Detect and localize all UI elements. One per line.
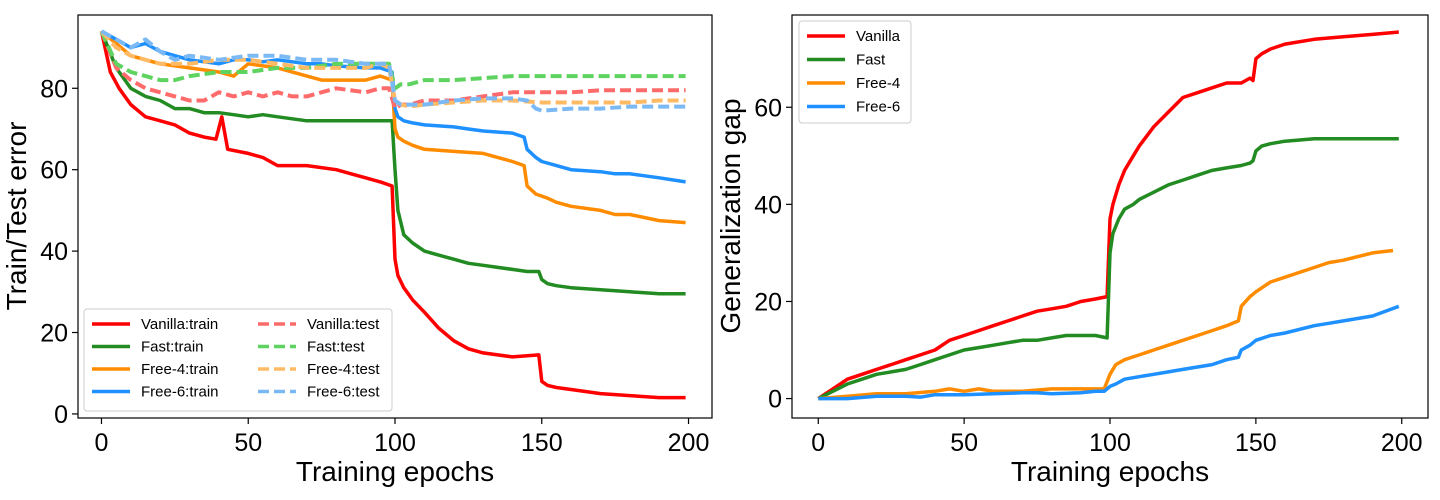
left-x-tick-label: 50	[234, 429, 262, 457]
left-y-tick-label: 40	[40, 238, 68, 266]
series-line-fast	[817, 137, 1399, 401]
generalization-gap-chart: 0 50 100 150 200 0 20 40 60 Training epochs Gene…	[715, 14, 1429, 487]
legend-label-free-6-test: Free-6:test	[307, 384, 380, 401]
right-x-tick-label: 200	[1381, 429, 1423, 457]
series-line-vanilla-test	[99, 30, 686, 111]
left-series-lines	[99, 29, 686, 400]
left-y-tick-label: 60	[40, 157, 68, 185]
right-y-tick-label: 0	[768, 386, 782, 414]
left-y-tick-label: 20	[40, 320, 68, 348]
left-y-tick-label: 80	[40, 75, 68, 103]
legend-label-free-6: Free-6	[856, 99, 900, 116]
right-y-tick-label: 40	[754, 191, 782, 219]
series-line-vanilla	[817, 30, 1399, 401]
left-x-axis-label: Training epochs	[296, 456, 494, 487]
left-x-tick-label: 150	[521, 429, 563, 457]
train-test-error-chart: 0 50 100 150 200 0 20 40 60 80 Training epochs Tr…	[1, 14, 713, 487]
left-x-tick-label: 0	[95, 429, 109, 457]
legend-label-free-6-train: Free-6:train	[141, 384, 219, 401]
right-x-tick-label: 150	[1235, 429, 1277, 457]
series-line-free-4-test	[100, 29, 686, 109]
right-x-axis-label: Training epochs	[1011, 456, 1209, 487]
left-legend: Vanilla:train Fast:train Free-4:train Free-…	[83, 308, 393, 412]
left-y-axis-label: Train/Test error	[1, 122, 32, 311]
left-x-tick-label: 200	[668, 429, 710, 457]
legend-label-fast-train: Fast:train	[141, 339, 204, 356]
right-y-tick-label: 20	[754, 288, 782, 316]
series-line-free-6-test	[100, 29, 686, 113]
legend-label-fast: Fast	[856, 52, 886, 69]
legend-label-free-4-test: Free-4:test	[307, 361, 380, 378]
series-line-free-6	[818, 304, 1400, 401]
legend-label-free-4-train: Free-4:train	[141, 361, 219, 378]
right-legend: Vanilla Fast Free-4 Free-6	[798, 20, 912, 124]
right-x-tick-label: 0	[811, 429, 825, 457]
legend-label-vanilla: Vanilla	[856, 28, 901, 45]
series-line-fast-train	[99, 30, 686, 296]
right-series-lines	[817, 30, 1400, 401]
right-y-axis-label: Generalization gap	[715, 98, 746, 333]
right-legend-box	[798, 20, 912, 124]
right-x-tick-label: 50	[950, 429, 978, 457]
right-axis-ticks: 0 50 100 150 200 0 20 40 60	[754, 94, 1422, 457]
series-line-vanilla-train	[99, 30, 686, 400]
series-line-free-6-train	[100, 29, 686, 184]
left-x-tick-label: 100	[374, 429, 416, 457]
left-y-tick-label: 0	[54, 401, 68, 429]
right-x-tick-label: 100	[1089, 429, 1131, 457]
left-axis-ticks: 0 50 100 150 200 0 20 40 60 80	[40, 75, 709, 457]
legend-label-vanilla-test: Vanilla:test	[307, 316, 380, 333]
left-legend-box	[83, 308, 393, 412]
legend-label-free-4: Free-4	[856, 75, 900, 92]
series-line-free-4	[818, 248, 1394, 401]
legend-label-vanilla-train: Vanilla:train	[141, 316, 218, 333]
right-y-tick-label: 60	[754, 94, 782, 122]
legend-label-fast-test: Fast:test	[307, 339, 365, 356]
